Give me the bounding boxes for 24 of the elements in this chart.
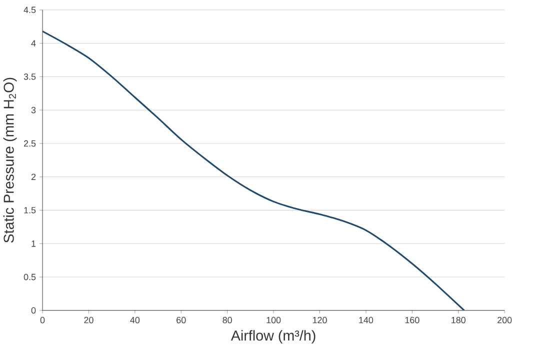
y-tick-label: 0 xyxy=(31,307,36,314)
y-axis-title: Static Pressure (mm H$_{2}$O) xyxy=(3,78,17,243)
x-tick-label: 160 xyxy=(405,316,420,324)
y-tick-label: 2.5 xyxy=(24,140,36,147)
x-tick-label: 40 xyxy=(130,316,140,324)
y-tick-label: 1 xyxy=(32,240,36,247)
x-tick-label: 100 xyxy=(266,316,281,324)
y-tick-label: 2 xyxy=(31,174,36,180)
x-tick-label: 20 xyxy=(84,316,94,324)
x-tick-label: 0 xyxy=(40,316,45,324)
line-series xyxy=(42,30,465,310)
x-tick-label: 60 xyxy=(176,316,186,324)
x-tick-label: 200 xyxy=(498,316,512,324)
y-tick-label: 3.5 xyxy=(24,74,36,80)
x-tick-label: 140 xyxy=(359,316,374,324)
y-tick-label: 0.5 xyxy=(24,274,36,280)
y-tick-label: 1.5 xyxy=(24,207,36,214)
y-tick-label: 3 xyxy=(31,106,36,114)
x-tick-label: 120 xyxy=(312,316,327,324)
y-tick-label: 4 xyxy=(31,40,36,46)
y-tick-label: 4.5 xyxy=(24,6,36,14)
x-tick-label: 80 xyxy=(222,316,232,324)
x-tick-label: 180 xyxy=(452,316,466,324)
x-axis-title: Airflow (m³/h) xyxy=(230,330,316,344)
